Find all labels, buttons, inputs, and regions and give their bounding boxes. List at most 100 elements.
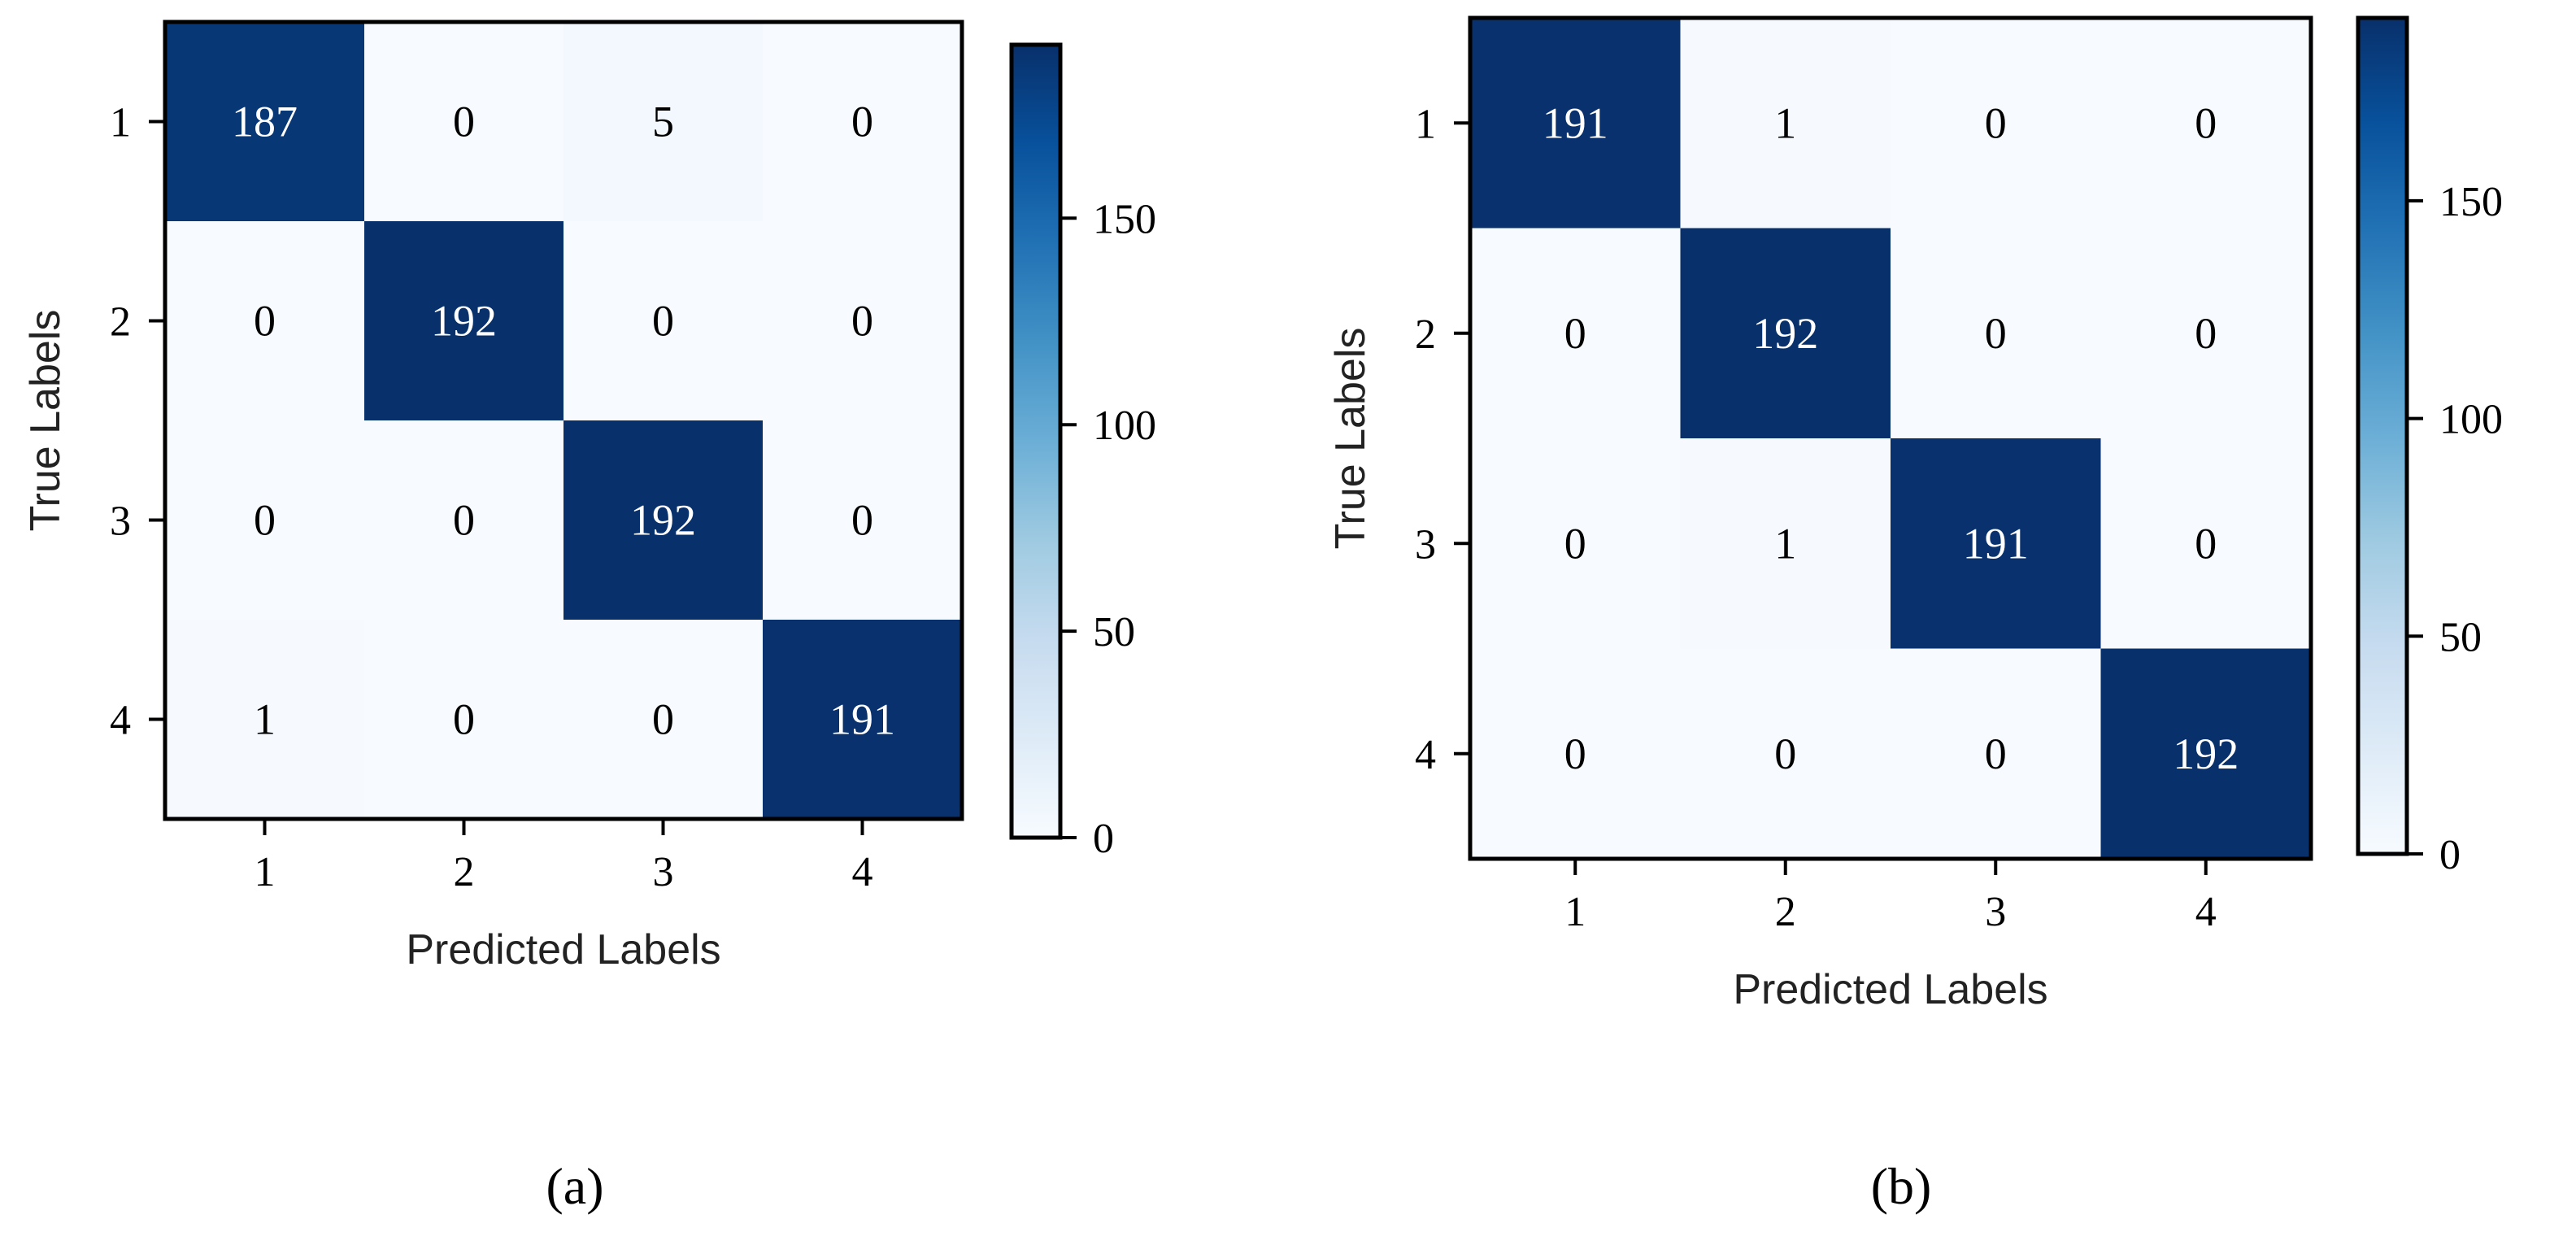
x-axis-label: Predicted Labels	[406, 926, 720, 973]
heatmap-cell	[1891, 438, 2101, 649]
heatmap-cell	[1470, 228, 1681, 439]
cell-value-label: 1	[254, 695, 276, 744]
heatmap-cell	[165, 420, 365, 620]
colorbar-tick-label: 0	[2439, 832, 2461, 878]
cell-value-label: 0	[851, 98, 873, 146]
cell-value-label: 0	[1564, 519, 1586, 568]
colorbar-frame	[2356, 15, 2409, 856]
plot-frame	[163, 20, 964, 821]
cell-value-label: 1	[1774, 519, 1796, 568]
cell-value-label: 191	[829, 695, 895, 744]
cell-value-label: 192	[630, 496, 696, 545]
heatmap-cell	[364, 620, 564, 820]
cell-value-label: 192	[1752, 309, 1818, 358]
heatmap-cell	[1891, 648, 2101, 860]
x-tick-label: 1	[255, 849, 276, 895]
cell-value-label: 0	[453, 496, 475, 545]
colorbar-tick-label: 150	[1093, 196, 1156, 242]
heatmap-cell	[763, 620, 963, 820]
colorbar-frame	[1009, 42, 1063, 840]
heatmap-cell	[165, 221, 365, 421]
heatmap-cell	[1470, 438, 1681, 649]
x-tick-label: 4	[852, 849, 873, 895]
heatmap-cell	[1470, 18, 1681, 229]
x-tick-label: 2	[454, 849, 475, 895]
heatmap-cell	[1680, 228, 1891, 439]
heatmap-cell	[165, 620, 365, 820]
colorbar-tick-label: 0	[1093, 816, 1114, 862]
cell-value-label: 0	[453, 695, 475, 744]
colorbar-tick-label: 150	[2439, 179, 2503, 225]
cell-value-label: 191	[1963, 519, 2029, 568]
heatmap-cell	[2100, 648, 2312, 860]
cell-value-label: 0	[254, 496, 276, 545]
cell-value-label: 0	[2195, 309, 2217, 358]
cell-value-label: 0	[254, 297, 276, 346]
colorbar-gradient	[1012, 45, 1060, 838]
colorbar-tick-label: 50	[2439, 614, 2482, 660]
colorbar-tick-label: 50	[1093, 609, 1135, 655]
y-tick-label: 4	[110, 698, 131, 744]
colorbar-gradient	[2358, 18, 2407, 854]
y-tick-label: 2	[110, 299, 131, 346]
cell-value-label: 1	[1774, 98, 1796, 147]
cell-value-label: 0	[2195, 519, 2217, 568]
heatmap-cell	[763, 22, 963, 222]
y-tick-label: 4	[1415, 732, 1436, 778]
y-tick-label: 1	[1415, 101, 1436, 147]
colorbar-tick-label: 100	[2439, 397, 2503, 443]
heatmap-cell	[2100, 18, 2312, 229]
heatmap-cell	[1680, 18, 1891, 229]
cell-value-label: 0	[453, 98, 475, 146]
cell-value-label: 187	[232, 98, 298, 146]
heatmap-cell	[564, 420, 764, 620]
y-axis-label: True Labels	[22, 310, 69, 532]
colorbar-tick-label: 100	[1093, 403, 1156, 449]
heatmap-cell	[2100, 228, 2312, 439]
heatmap-cell	[564, 22, 764, 222]
panel-label: (a)	[546, 1157, 603, 1215]
heatmap-cell	[2100, 438, 2312, 649]
heatmap-cell	[1891, 18, 2101, 229]
cell-value-label: 0	[851, 297, 873, 346]
cell-value-label: 192	[431, 297, 497, 346]
heatmap-cell	[564, 221, 764, 421]
y-tick-label: 2	[1415, 311, 1436, 358]
y-tick-label: 1	[110, 100, 131, 146]
x-tick-label: 2	[1775, 889, 1796, 935]
heatmap-cell	[564, 620, 764, 820]
heatmap-cell	[165, 22, 365, 222]
cell-value-label: 0	[851, 496, 873, 545]
x-tick-label: 3	[1985, 889, 2006, 935]
heatmap-cell	[1470, 648, 1681, 860]
heatmap-cell	[763, 420, 963, 620]
cell-value-label: 192	[2173, 729, 2239, 778]
cell-value-label: 0	[1985, 309, 2007, 358]
panel-label: (b)	[1871, 1157, 1932, 1215]
cell-value-label: 0	[652, 297, 674, 346]
cell-value-label: 0	[1985, 729, 2007, 778]
cell-value-label: 0	[1564, 729, 1586, 778]
plot-frame	[1468, 15, 2313, 861]
y-axis-label: True Labels	[1327, 328, 1374, 550]
heatmap-cell	[1680, 438, 1891, 649]
y-tick-label: 3	[1415, 521, 1436, 568]
x-axis-label: Predicted Labels	[1733, 966, 2047, 1013]
x-tick-label: 4	[2195, 889, 2217, 935]
y-tick-label: 3	[110, 499, 131, 545]
x-tick-label: 3	[653, 849, 674, 895]
x-tick-label: 1	[1564, 889, 1586, 935]
cell-value-label: 0	[1985, 98, 2007, 147]
cell-value-label: 0	[1774, 729, 1796, 778]
heatmap-cell	[364, 221, 564, 421]
heatmap-cell	[364, 22, 564, 222]
cell-value-label: 0	[2195, 98, 2217, 147]
heatmap-cell	[364, 420, 564, 620]
heatmap-cell	[763, 221, 963, 421]
cell-value-label: 191	[1543, 98, 1608, 147]
heatmap-cell	[1891, 228, 2101, 439]
cell-value-label: 5	[652, 98, 674, 146]
cell-value-label: 0	[1564, 309, 1586, 358]
